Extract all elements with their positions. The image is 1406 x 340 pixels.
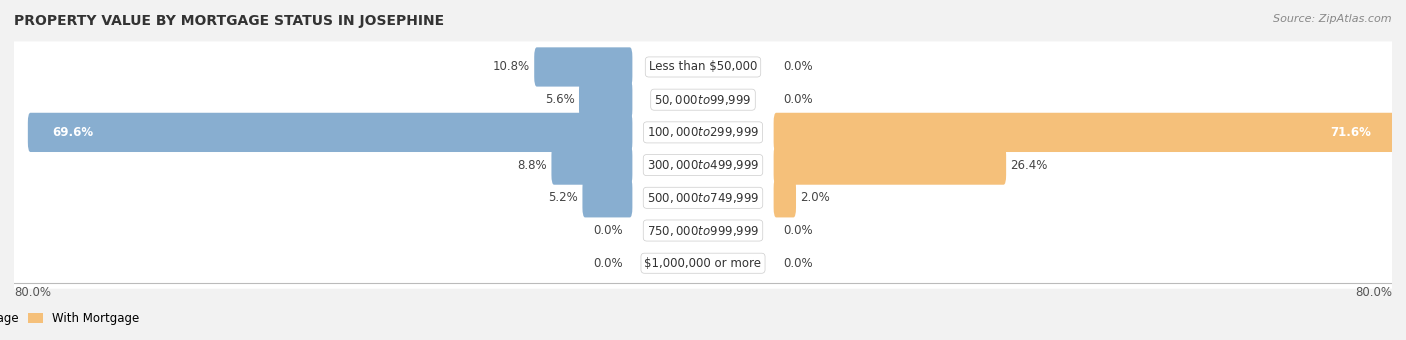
Text: $50,000 to $99,999: $50,000 to $99,999 [654, 93, 752, 107]
Text: 8.8%: 8.8% [517, 158, 547, 172]
Text: 0.0%: 0.0% [783, 224, 813, 237]
Text: 0.0%: 0.0% [783, 257, 813, 270]
FancyBboxPatch shape [7, 107, 1399, 158]
Text: 10.8%: 10.8% [492, 61, 530, 73]
Text: 0.0%: 0.0% [783, 93, 813, 106]
Text: 0.0%: 0.0% [783, 61, 813, 73]
FancyBboxPatch shape [773, 178, 796, 217]
Text: 71.6%: 71.6% [1330, 126, 1371, 139]
Text: Less than $50,000: Less than $50,000 [648, 61, 758, 73]
Text: Source: ZipAtlas.com: Source: ZipAtlas.com [1274, 14, 1392, 23]
Text: $300,000 to $499,999: $300,000 to $499,999 [647, 158, 759, 172]
Legend: Without Mortgage, With Mortgage: Without Mortgage, With Mortgage [0, 307, 143, 329]
Text: 2.0%: 2.0% [800, 191, 830, 204]
Text: 0.0%: 0.0% [593, 257, 623, 270]
Text: $500,000 to $749,999: $500,000 to $749,999 [647, 191, 759, 205]
FancyBboxPatch shape [28, 113, 633, 152]
Text: 5.6%: 5.6% [546, 93, 575, 106]
Text: 5.2%: 5.2% [548, 191, 578, 204]
Text: 69.6%: 69.6% [52, 126, 93, 139]
FancyBboxPatch shape [7, 140, 1399, 191]
FancyBboxPatch shape [7, 74, 1399, 125]
Text: $100,000 to $299,999: $100,000 to $299,999 [647, 125, 759, 139]
FancyBboxPatch shape [7, 172, 1399, 223]
Text: $750,000 to $999,999: $750,000 to $999,999 [647, 223, 759, 238]
FancyBboxPatch shape [773, 146, 1007, 185]
Text: 80.0%: 80.0% [1355, 286, 1392, 299]
Text: 80.0%: 80.0% [14, 286, 51, 299]
FancyBboxPatch shape [7, 238, 1399, 289]
Text: 0.0%: 0.0% [593, 224, 623, 237]
FancyBboxPatch shape [7, 205, 1399, 256]
FancyBboxPatch shape [7, 41, 1399, 92]
Text: $1,000,000 or more: $1,000,000 or more [644, 257, 762, 270]
FancyBboxPatch shape [582, 178, 633, 217]
Text: 26.4%: 26.4% [1011, 158, 1047, 172]
FancyBboxPatch shape [534, 47, 633, 87]
FancyBboxPatch shape [579, 80, 633, 119]
FancyBboxPatch shape [551, 146, 633, 185]
Text: PROPERTY VALUE BY MORTGAGE STATUS IN JOSEPHINE: PROPERTY VALUE BY MORTGAGE STATUS IN JOS… [14, 14, 444, 28]
FancyBboxPatch shape [773, 113, 1395, 152]
